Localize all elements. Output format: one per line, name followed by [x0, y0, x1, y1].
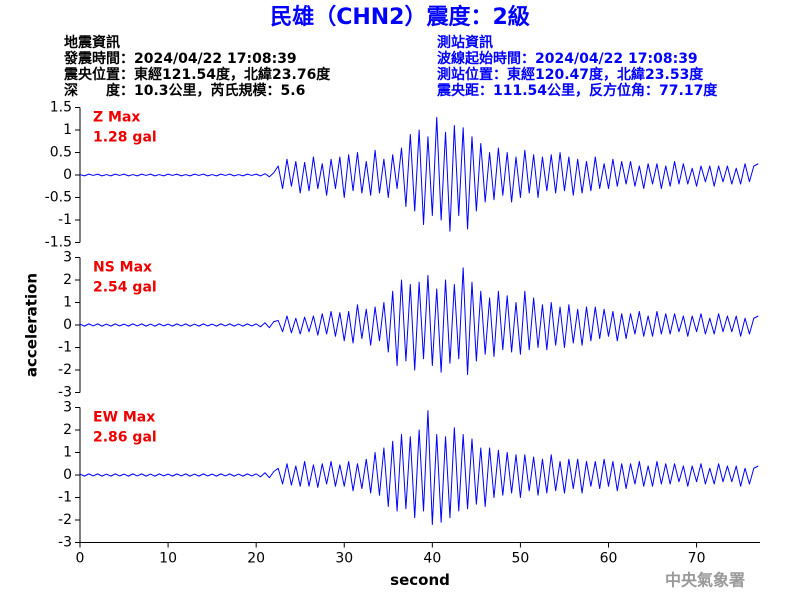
x-axis-label: second — [390, 571, 450, 589]
y-axis-label: acceleration — [23, 273, 41, 377]
y-tick-label: -1.5 — [45, 235, 72, 251]
waveform — [79, 116, 759, 232]
annotation: 2.86 gal — [93, 430, 157, 446]
x-tick-label: 10 — [159, 551, 177, 567]
y-tick-label: 2 — [63, 422, 72, 438]
title: 民雄（CHN2）震度：2級 — [270, 4, 530, 30]
event-info: 地震資訊 發震時間：2024/04/22 17:08:39 震央位置：東經121… — [63, 34, 331, 99]
station-info: 測站資訊 波線起始時間：2024/04/22 17:08:39 測站位置：東經1… — [436, 34, 718, 99]
info-line: 發震時間：2024/04/22 17:08:39 — [63, 50, 297, 67]
y-tick-label: 0 — [63, 467, 72, 483]
info-line: 震央距：111.54公里，反方位角：77.17度 — [436, 82, 718, 99]
y-tick-label: 0 — [63, 167, 72, 183]
waveform — [79, 267, 759, 375]
annotation: EW Max — [93, 410, 155, 426]
y-tick-label: 0 — [63, 317, 72, 333]
y-tick-label: -1 — [58, 340, 72, 356]
x-tick-label: 60 — [600, 551, 618, 567]
x-tick-label: 20 — [247, 551, 265, 567]
y-tick-label: 2 — [63, 272, 72, 288]
info-line: 地震資訊 — [64, 34, 120, 51]
y-tick-label: 1 — [63, 295, 72, 311]
info-line: 震央位置：東經121.54度，北緯23.76度 — [63, 66, 331, 83]
x-tick-label: 50 — [512, 551, 530, 567]
info-line: 深 度：10.3公里，芮氏規模：5.6 — [64, 82, 305, 99]
y-tick-label: -0.5 — [45, 190, 72, 206]
y-tick-label: -1 — [58, 212, 72, 228]
y-tick-label: -3 — [58, 535, 72, 551]
x-tick-label: 40 — [423, 551, 441, 567]
info-line: 波線起始時間：2024/04/22 17:08:39 — [437, 50, 698, 67]
info-line: 測站資訊 — [437, 34, 493, 51]
annotation: NS Max — [93, 260, 152, 276]
footer: 中央氣象署 — [665, 571, 745, 590]
annotation: 2.54 gal — [93, 280, 157, 296]
y-tick-label: 0.5 — [50, 145, 72, 161]
x-tick-label: 0 — [76, 551, 85, 567]
x-tick-label: 30 — [335, 551, 353, 567]
y-tick-label: -2 — [58, 362, 72, 378]
y-tick-label: -1 — [58, 490, 72, 506]
y-tick-label: 3 — [63, 250, 72, 266]
y-tick-label: 1 — [63, 445, 72, 461]
waveform — [79, 410, 759, 525]
y-tick-label: 3 — [63, 400, 72, 416]
x-tick-label: 70 — [688, 551, 706, 567]
y-tick-label: -3 — [58, 385, 72, 401]
annotation: Z Max — [93, 110, 140, 126]
y-tick-label: 1.5 — [50, 100, 72, 116]
info-line: 測站位置：東經120.47度，北緯23.53度 — [437, 66, 704, 83]
y-tick-label: 1 — [63, 122, 72, 138]
y-tick-label: -2 — [58, 512, 72, 528]
annotation: 1.28 gal — [93, 130, 157, 146]
